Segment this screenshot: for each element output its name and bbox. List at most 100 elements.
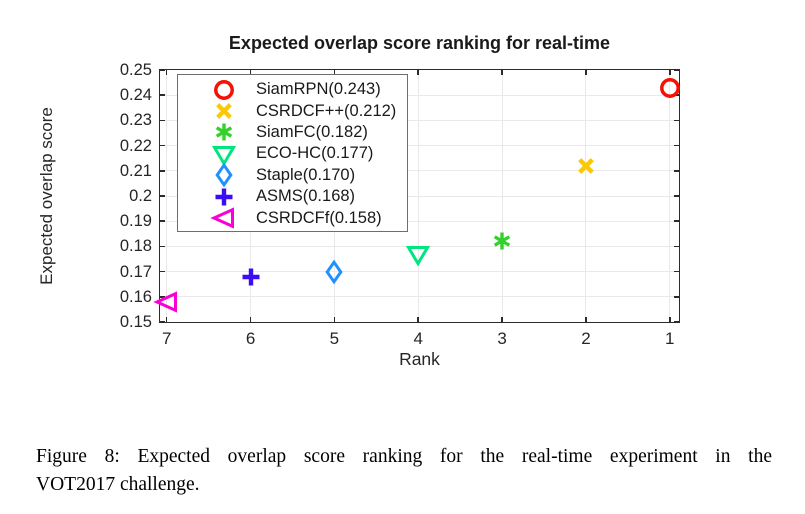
legend-row-ecohc: ECO-HC(0.177) xyxy=(178,143,407,167)
triangle-left-icon xyxy=(209,203,239,233)
y-tick-mark xyxy=(160,144,165,147)
y-tick-mark xyxy=(160,220,165,222)
legend-label: Staple(0.170) xyxy=(256,165,356,184)
y-tick-label: 0.23 xyxy=(119,111,152,130)
y-tick-mark-right xyxy=(674,245,679,248)
gridline-horizontal xyxy=(160,145,679,147)
x-tick-label: 7 xyxy=(161,329,172,348)
y-tick-mark-right xyxy=(674,220,679,222)
x-tick-mark-top xyxy=(417,70,419,75)
legend-label: CSRDCF++(0.212) xyxy=(256,101,397,120)
y-tick-label: 0.17 xyxy=(119,262,152,281)
y-tick-mark-right xyxy=(674,94,679,96)
x-tick-mark xyxy=(249,317,252,322)
y-tick-mark-right xyxy=(674,119,679,122)
legend-row-staple: Staple(0.170) xyxy=(178,162,407,188)
triangle-down-icon xyxy=(209,139,239,169)
marker-siamfc xyxy=(487,226,517,256)
y-tick-label: 0.18 xyxy=(119,237,152,256)
plus-icon xyxy=(209,182,239,212)
asterisk-icon xyxy=(209,117,239,147)
marker-csrdcf xyxy=(571,151,601,181)
x-tick-label: 6 xyxy=(245,329,256,348)
x-tick-label: 4 xyxy=(413,329,423,348)
x-tick-mark xyxy=(165,317,168,322)
figure-caption: Figure 8: Expected overlap score ranking… xyxy=(36,443,772,499)
y-tick-mark xyxy=(160,296,165,298)
x-tick-mark-top xyxy=(249,70,252,75)
legend-label: CSRDCFf(0.158) xyxy=(256,208,382,227)
plot-area xyxy=(159,69,680,323)
legend-row-csrdcff: CSRDCFf(0.158) xyxy=(178,207,407,229)
y-tick-mark-right xyxy=(674,321,679,323)
marker-siamrpn xyxy=(655,73,685,103)
gridline-horizontal xyxy=(160,220,679,222)
y-tick-label: 0.25 xyxy=(119,61,152,79)
chart-legend: SiamRPN(0.243) CSRDCF++(0.212) SiamFC(0.18… xyxy=(177,74,408,232)
legend-row-csrdcf: CSRDCF++(0.212) xyxy=(178,100,407,121)
x-tick-mark-top xyxy=(165,70,168,75)
legend-label: ASMS(0.168) xyxy=(256,187,356,206)
x-tick-label: 2 xyxy=(581,329,591,348)
marker-staple xyxy=(319,257,349,287)
y-tick-mark xyxy=(160,245,165,248)
x-tick-label: 1 xyxy=(665,329,675,348)
y-tick-mark-right xyxy=(674,296,679,298)
gridline-horizontal xyxy=(160,94,679,96)
y-tick-label: 0.22 xyxy=(119,136,152,155)
gridline-horizontal xyxy=(160,296,679,298)
y-tick-mark xyxy=(160,321,165,323)
marker-csrdcff xyxy=(152,287,182,317)
y-tick-mark xyxy=(160,94,165,96)
x-tick-label: 5 xyxy=(329,329,340,348)
y-tick-mark-right xyxy=(674,170,679,172)
legend-label: ECO-HC(0.177) xyxy=(256,144,374,163)
marker-ecohc xyxy=(403,239,433,269)
y-tick-mark xyxy=(160,170,165,172)
y-tick-mark xyxy=(160,119,165,122)
gridline-horizontal xyxy=(160,119,679,121)
legend-label: SiamFC(0.182) xyxy=(256,122,368,141)
x-tick-mark xyxy=(585,317,587,322)
gridline-horizontal xyxy=(160,271,679,273)
y-tick-label: 0.24 xyxy=(119,86,152,105)
x-tick-label: 3 xyxy=(497,329,507,348)
legend-row-siamrpn: SiamRPN(0.243) xyxy=(178,79,407,100)
caption-line-2: VOT2017 challenge. xyxy=(36,474,200,495)
legend-label: SiamRPN(0.243) xyxy=(256,80,381,99)
caption-line-1: Figure 8: Expected overlap score ranking… xyxy=(36,446,772,467)
circle-icon xyxy=(209,75,239,105)
y-axis-label: Expected overlap score xyxy=(37,107,56,285)
marker-asms xyxy=(236,262,266,292)
x-tick-mark-top xyxy=(669,70,671,75)
x-tick-mark-top xyxy=(585,70,587,75)
x-tick-mark xyxy=(417,317,419,322)
y-tick-label: 0.15 xyxy=(119,313,152,331)
y-tick-mark xyxy=(160,195,165,197)
gridline-horizontal xyxy=(160,170,679,172)
x-tick-mark-top xyxy=(333,70,336,75)
y-tick-mark-right xyxy=(674,270,679,273)
legend-row-siamfc: SiamFC(0.182) xyxy=(178,122,407,143)
chart-title: Expected overlap score ranking for real-… xyxy=(228,33,611,53)
y-tick-mark-right xyxy=(674,195,679,197)
y-tick-label: 0.21 xyxy=(119,161,152,180)
x-axis-label: Rank xyxy=(399,349,440,369)
x-icon xyxy=(209,96,239,126)
diamond-icon xyxy=(209,160,239,190)
y-tick-mark-right xyxy=(674,69,679,71)
x-tick-mark xyxy=(501,317,503,322)
x-tick-mark xyxy=(669,317,671,322)
legend-row-asms: ASMS(0.168) xyxy=(178,186,407,207)
x-tick-mark-top xyxy=(501,70,503,75)
y-tick-label: 0.2 xyxy=(129,187,152,205)
gridline-horizontal xyxy=(160,195,679,197)
y-tick-label: 0.19 xyxy=(119,212,152,231)
x-tick-mark xyxy=(333,317,336,322)
y-tick-mark xyxy=(160,270,165,273)
y-tick-mark xyxy=(160,69,165,71)
y-tick-label: 0.16 xyxy=(119,287,152,306)
y-tick-mark-right xyxy=(674,144,679,147)
